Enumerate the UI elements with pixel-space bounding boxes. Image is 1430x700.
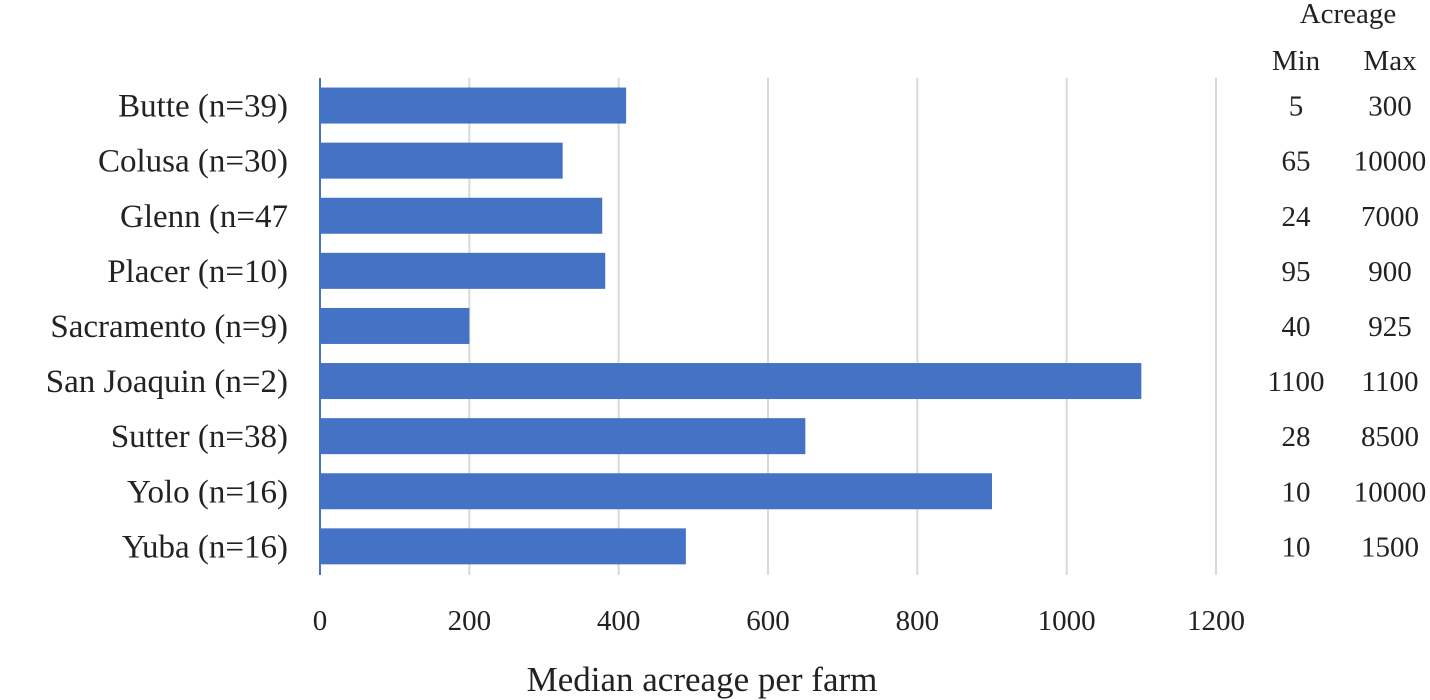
x-tick-label: 400 <box>597 605 641 637</box>
bar <box>320 473 992 510</box>
category-label: Butte (n=39) <box>118 89 288 125</box>
x-tick-label: 600 <box>746 605 790 637</box>
x-tick-label: 200 <box>448 605 492 637</box>
table-col-max: Max <box>1363 45 1417 77</box>
table-max-value: 10000 <box>1354 476 1427 508</box>
bar <box>320 528 686 565</box>
x-tick-label: 1000 <box>1038 605 1096 637</box>
table-max-value: 8500 <box>1361 421 1419 453</box>
bar <box>320 307 470 344</box>
bar <box>320 363 1142 400</box>
table-min-value: 24 <box>1282 201 1312 233</box>
table-max-value: 10000 <box>1354 146 1427 178</box>
category-label: Sacramento (n=9) <box>50 309 288 345</box>
acreage-table: Acreage Min Max 5 300 65 10000 24 7000 95 900 40… <box>1268 0 1427 563</box>
table-min-value: 10 <box>1282 531 1311 563</box>
table-max-value: 7000 <box>1361 201 1419 233</box>
table-title: Acreage <box>1300 0 1397 30</box>
table-min-value: 1100 <box>1268 366 1325 398</box>
bar <box>320 252 606 289</box>
category-label: Sutter (n=38) <box>111 419 288 455</box>
table-min-value: 10 <box>1282 476 1311 508</box>
x-tick-label: 0 <box>313 605 328 637</box>
x-tick-label: 1200 <box>1187 605 1245 637</box>
x-tick-label: 800 <box>896 605 940 637</box>
x-tick-labels: 0 200 400 600 800 1000 1200 <box>313 605 1245 637</box>
bar <box>320 418 806 455</box>
table-min-value: 40 <box>1282 311 1311 343</box>
table-max-value: 1100 <box>1362 366 1419 398</box>
bar <box>320 197 603 234</box>
bar <box>320 142 563 179</box>
table-min-value: 95 <box>1282 256 1311 288</box>
category-labels: Butte (n=39) Colusa (n=30) Glenn (n=47 Plac… <box>46 89 288 566</box>
category-label: Yuba (n=16) <box>122 529 288 565</box>
table-min-value: 28 <box>1282 421 1311 453</box>
category-label: Glenn (n=47 <box>120 199 288 235</box>
table-max-value: 1500 <box>1361 531 1419 563</box>
table-max-value: 925 <box>1368 311 1412 343</box>
table-max-value: 900 <box>1368 256 1412 288</box>
table-col-min: Min <box>1272 45 1321 77</box>
bars <box>320 87 1142 565</box>
table-min-value: 5 <box>1289 91 1304 123</box>
table-max-value: 300 <box>1368 91 1412 123</box>
category-label: Placer (n=10) <box>107 254 288 290</box>
category-label: San Joaquin (n=2) <box>46 364 288 400</box>
category-label: Colusa (n=30) <box>98 144 288 180</box>
table-min-value: 65 <box>1282 146 1311 178</box>
category-label: Yolo (n=16) <box>127 474 288 510</box>
x-axis-title: Median acreage per farm <box>527 660 878 699</box>
bar <box>320 87 627 124</box>
